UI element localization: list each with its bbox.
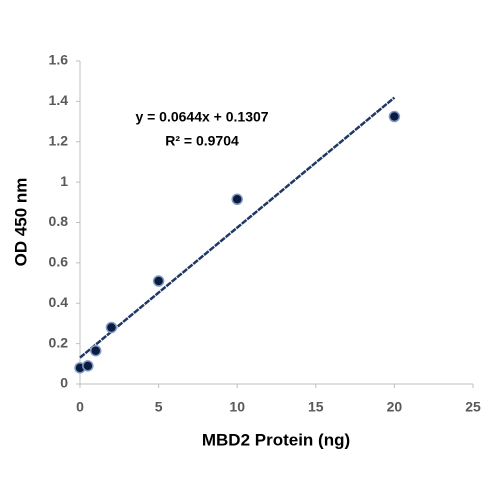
trendline (79, 96, 396, 359)
y-tick-label: 0.4 (49, 294, 69, 310)
y-axis-title: OD 450 nm (11, 178, 30, 267)
x-tick-label: 25 (465, 399, 481, 415)
y-tick-label: 1.4 (49, 92, 69, 108)
x-tick-label: 15 (308, 399, 324, 415)
y-tick-label: 1.2 (49, 132, 69, 148)
x-axis-title: MBD2 Protein (ng) (202, 430, 350, 449)
point (152, 275, 165, 287)
y-tick-label: 0.6 (49, 254, 69, 270)
x-tick-label: 20 (387, 399, 403, 415)
point (82, 360, 94, 372)
y-tick-label: 0.8 (49, 213, 69, 229)
y-tick-label: 0 (60, 375, 68, 391)
equation: y = 0.0644x + 0.1307 (135, 109, 268, 125)
x-tick-label: 10 (229, 399, 245, 415)
point (105, 321, 118, 334)
point (231, 193, 243, 206)
point (89, 344, 102, 357)
y-tick-label: 0.2 (49, 334, 69, 350)
point (388, 110, 401, 123)
x-tick-label: 0 (76, 399, 84, 415)
r-squared: R² = 0.9704 (165, 133, 239, 149)
x-tick-label: 5 (155, 399, 163, 415)
y-tick-label: 1 (60, 173, 68, 189)
y-tick-label: 1.6 (49, 52, 69, 68)
